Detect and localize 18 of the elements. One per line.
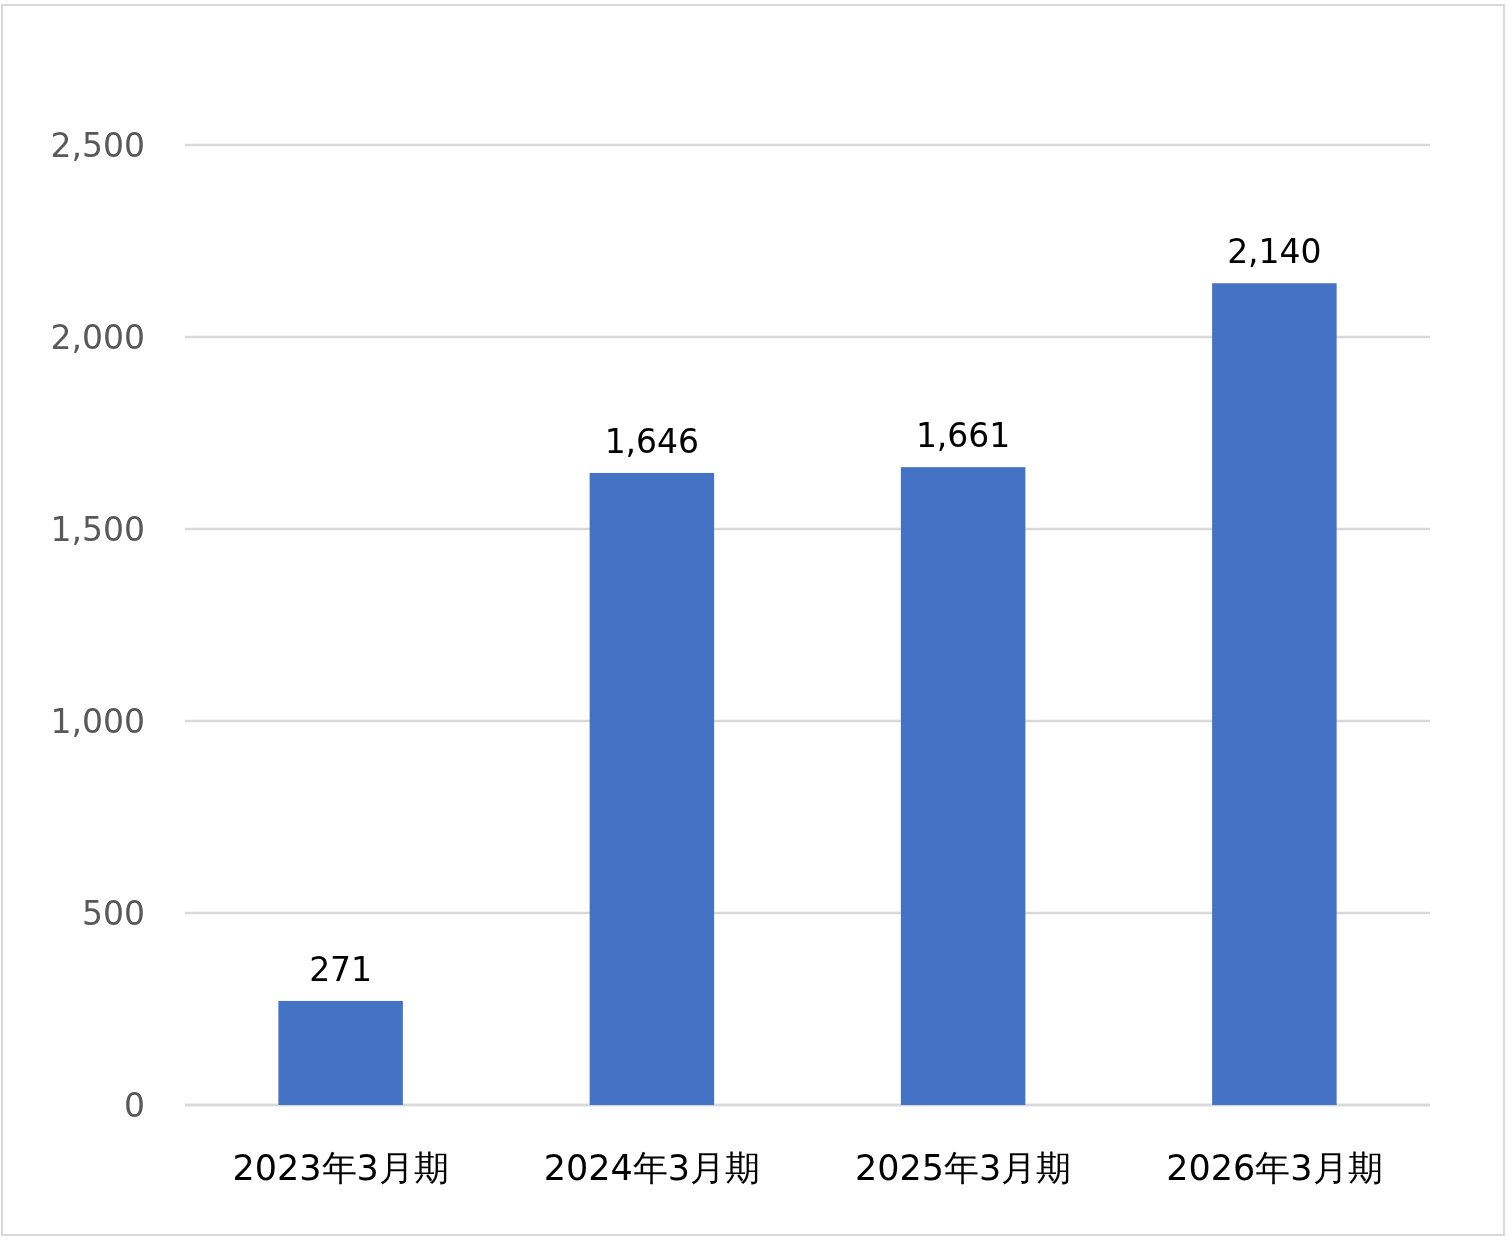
data-label: 2,140: [1227, 232, 1322, 272]
data-label: 1,661: [915, 416, 1011, 456]
data-label: 271: [309, 949, 373, 989]
y-tick-label: 2,000: [50, 318, 145, 357]
x-tick-label: 2024年3月期: [543, 1148, 761, 1188]
bar: [278, 1000, 403, 1105]
y-tick-label: 0: [124, 1086, 145, 1125]
bar: [1212, 283, 1337, 1105]
y-tick-label: 1,000: [50, 702, 145, 741]
bar: [900, 467, 1026, 1105]
x-tick-label: 2023年3月期: [232, 1148, 449, 1188]
y-tick-label: 2,500: [50, 126, 145, 165]
bar: [589, 472, 715, 1105]
data-label: 1,646: [604, 421, 700, 461]
y-tick-label: 500: [82, 894, 145, 933]
x-tick-label: 2025年3月期: [854, 1148, 1072, 1188]
y-tick-label: 1,500: [50, 510, 145, 549]
x-tick-label: 2026年3月期: [1166, 1148, 1383, 1188]
